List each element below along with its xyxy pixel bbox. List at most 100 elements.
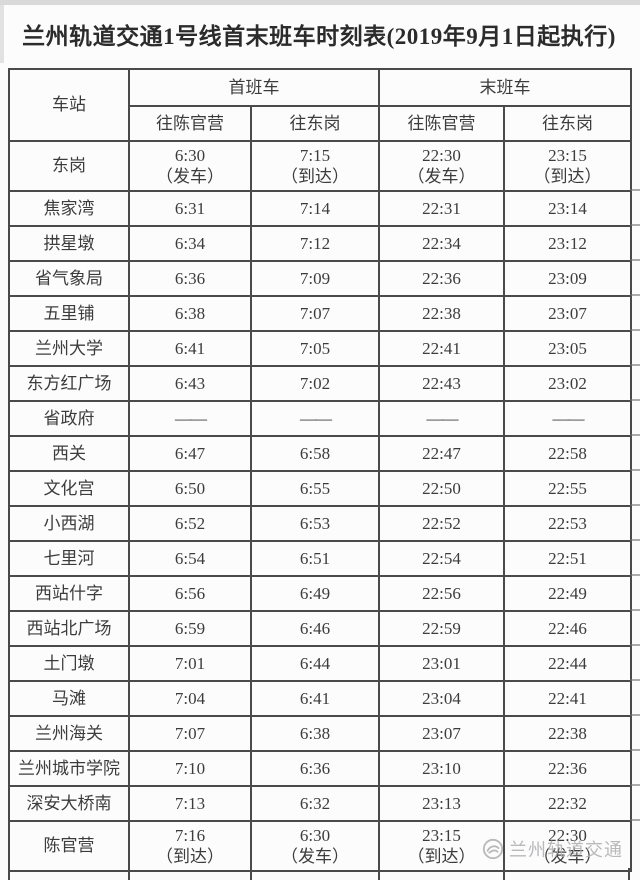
no-service-cell: —— [250, 400, 380, 437]
table-row: 兰州城市学院 7:10 6:36 23:10 22:36 [8, 750, 632, 787]
time-value: 6:44 [299, 653, 331, 673]
time-value: 6:47 [174, 443, 206, 463]
time-cell: 22:36 [378, 260, 505, 297]
station-name: 东方红广场 [8, 365, 130, 402]
station-name: 文化宫 [8, 470, 130, 507]
station-name: 拱星墩 [8, 225, 130, 262]
time-value: 22:58 [548, 443, 587, 463]
timetable-header: 车站 首班车 末班车 往陈官营 往东岗 往陈官营 往东岗 [8, 68, 632, 142]
col-header-last-to-donggang: 往东岗 [503, 105, 632, 142]
no-service-dash: —— [175, 408, 207, 428]
time-value: 23:07 [422, 723, 461, 743]
time-cell: 6:41 [128, 330, 252, 367]
time-cell: 7:15 （到达） [250, 140, 380, 192]
time-value: 7:13 [174, 793, 206, 813]
time-value: 7:01 [174, 653, 206, 673]
time-cell: 6:31 [128, 190, 252, 227]
time-cell: 7:14 [250, 190, 380, 227]
time-value: 6:43 [174, 373, 206, 393]
time-value: 7:12 [299, 233, 331, 253]
time-cell: 6:49 [250, 575, 380, 612]
time-cell: 23:12 [503, 225, 632, 262]
time-value: 22:38 [548, 723, 587, 743]
time-value: 22:38 [422, 303, 461, 323]
station-name: 兰州海关 [8, 715, 130, 752]
time-value: 22:47 [422, 443, 461, 463]
table-row: 西关 6:47 6:58 22:47 22:58 [8, 435, 632, 472]
time-cell: 7:16 （到达） [128, 820, 252, 872]
time-value: 6:58 [299, 443, 331, 463]
time-value: 6:50 [174, 478, 206, 498]
station-name: 西站北广场 [8, 610, 130, 647]
time-cell: 22:54 [378, 540, 505, 577]
time-value: 7:09 [299, 268, 331, 288]
station-name: 五里铺 [8, 295, 130, 332]
time-cell: 6:38 [128, 295, 252, 332]
time-value: 22:41 [548, 688, 587, 708]
no-service-dash: —— [426, 408, 459, 428]
time-cell: 23:02 [503, 365, 632, 402]
station-name: 省气象局 [8, 260, 130, 297]
time-value: 6:38 [299, 723, 331, 743]
station-name: 东岗 [8, 140, 130, 192]
time-cell: 6:59 [128, 610, 252, 647]
time-value: 22:36 [422, 268, 461, 288]
station-name: 小西湖 [8, 505, 130, 542]
time-cell: 7:07 [128, 715, 252, 752]
time-value: 6:51 [299, 548, 331, 568]
table-row: 省政府 —— —— —— —— [8, 400, 632, 437]
time-value: 6:49 [299, 583, 331, 603]
time-value: 7:10 [174, 758, 206, 778]
watermark-text: 兰州轨道交通 [509, 840, 623, 860]
time-cell: 6:58 [250, 435, 380, 472]
time-value: 22:44 [548, 653, 587, 673]
time-value: 6:55 [299, 478, 331, 498]
time-value: 7:14 [299, 198, 331, 218]
lanzhou-rail-transit-logo-icon [482, 838, 504, 860]
time-value: 6:56 [174, 583, 206, 603]
table-bottom-line-stubs [8, 868, 630, 880]
time-value: 6:59 [174, 618, 206, 638]
time-cell: 22:31 [378, 190, 505, 227]
time-value: 22:41 [422, 338, 461, 358]
time-cell: 22:58 [503, 435, 632, 472]
no-service-cell: —— [378, 400, 505, 437]
time-cell: 22:51 [503, 540, 632, 577]
col-header-last-train: 末班车 [378, 68, 632, 107]
time-cell: 7:07 [250, 295, 380, 332]
time-note: （发车） [281, 847, 349, 866]
time-cell: 7:13 [128, 785, 252, 822]
time-cell: 22:47 [378, 435, 505, 472]
time-cell: 7:02 [250, 365, 380, 402]
time-value: 23:12 [548, 233, 587, 253]
table-right-line-stubs [630, 189, 640, 822]
time-cell: 23:01 [378, 645, 505, 682]
timetable: 车站 首班车 末班车 往陈官营 往东岗 往陈官营 往东岗 东岗 6:30 （发车） 7… [8, 68, 632, 872]
time-value: 23:09 [548, 268, 587, 288]
time-cell: 23:15 （到达） [503, 140, 632, 192]
time-cell: 22:55 [503, 470, 632, 507]
col-header-last-to-chenguanying: 往陈官营 [378, 105, 505, 142]
timetable-body: 东岗 6:30 （发车） 7:15 （到达） 22:30 （发车） 23:15 （到达） 焦家湾 6… [8, 140, 632, 872]
time-cell: 6:50 [128, 470, 252, 507]
time-value: 22:51 [548, 548, 587, 568]
station-name: 深安大桥南 [8, 785, 130, 822]
title-bar: 兰州轨道交通1号线首末班车时刻表(2019年9月1日起执行) [8, 0, 630, 68]
col-header-first-to-donggang: 往东岗 [250, 105, 380, 142]
time-value: 22:34 [422, 233, 461, 253]
table-row: 西站北广场 6:59 6:46 22:59 22:46 [8, 610, 632, 647]
time-cell: 22:59 [378, 610, 505, 647]
time-value: 7:16 [174, 825, 206, 845]
time-cell: 22:41 [378, 330, 505, 367]
time-cell: 22:46 [503, 610, 632, 647]
time-value: 23:04 [422, 688, 461, 708]
station-name: 土门墩 [8, 645, 130, 682]
time-cell: 22:38 [378, 295, 505, 332]
time-value: 22:54 [422, 548, 461, 568]
table-row: 东岗 6:30 （发车） 7:15 （到达） 22:30 （发车） 23:15 （到达） [8, 140, 632, 192]
table-row: 土门墩 7:01 6:44 23:01 22:44 [8, 645, 632, 682]
time-cell: 6:56 [128, 575, 252, 612]
table-row: 兰州大学 6:41 7:05 22:41 23:05 [8, 330, 632, 367]
time-cell: 23:09 [503, 260, 632, 297]
photo-edge-top [0, 0, 640, 5]
